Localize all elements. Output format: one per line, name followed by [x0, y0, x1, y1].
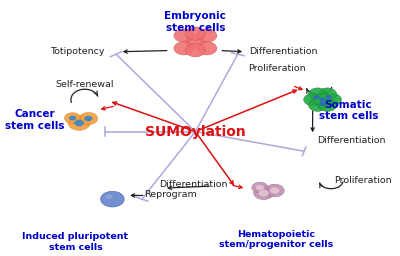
Circle shape: [270, 187, 280, 194]
Text: Somatic
stem cells: Somatic stem cells: [319, 100, 378, 121]
Circle shape: [319, 98, 326, 102]
Text: Proliferation: Proliferation: [248, 65, 305, 73]
Circle shape: [265, 184, 284, 197]
Text: Self-renewal: Self-renewal: [56, 80, 114, 89]
Circle shape: [256, 185, 264, 190]
Text: Differentiation: Differentiation: [249, 47, 317, 56]
Circle shape: [308, 99, 327, 111]
Text: Differentiation: Differentiation: [317, 136, 386, 145]
Circle shape: [69, 116, 76, 121]
Circle shape: [254, 186, 274, 200]
Circle shape: [318, 88, 337, 100]
Circle shape: [185, 44, 205, 57]
Circle shape: [185, 35, 205, 49]
Circle shape: [64, 113, 81, 123]
Circle shape: [185, 27, 205, 40]
Circle shape: [313, 93, 332, 106]
Text: Differentiation: Differentiation: [159, 180, 228, 189]
Circle shape: [100, 191, 124, 207]
Circle shape: [174, 42, 194, 55]
Text: Hematopoietic
stem/progenitor cells: Hematopoietic stem/progenitor cells: [219, 230, 334, 249]
Circle shape: [174, 29, 194, 42]
Circle shape: [259, 190, 268, 196]
Circle shape: [323, 93, 342, 106]
Circle shape: [197, 29, 217, 42]
Circle shape: [326, 95, 332, 99]
Circle shape: [252, 182, 268, 193]
Circle shape: [308, 88, 327, 100]
Circle shape: [318, 99, 337, 111]
Text: Induced pluripotent
stem cells: Induced pluripotent stem cells: [22, 232, 128, 252]
Circle shape: [313, 95, 320, 99]
Circle shape: [79, 112, 98, 125]
Text: Reprogram: Reprogram: [144, 190, 196, 199]
Text: Totipotency: Totipotency: [50, 47, 105, 56]
Circle shape: [84, 116, 92, 121]
Circle shape: [304, 93, 322, 106]
Circle shape: [105, 194, 112, 199]
Text: SUMOylation: SUMOylation: [145, 125, 246, 138]
Circle shape: [74, 120, 84, 126]
Text: Cancer
stem cells: Cancer stem cells: [5, 110, 65, 131]
Text: Embryonic
stem cells: Embryonic stem cells: [164, 11, 226, 33]
Circle shape: [197, 42, 217, 55]
Circle shape: [319, 102, 326, 106]
Text: Proliferation: Proliferation: [334, 176, 391, 185]
Circle shape: [68, 116, 90, 130]
